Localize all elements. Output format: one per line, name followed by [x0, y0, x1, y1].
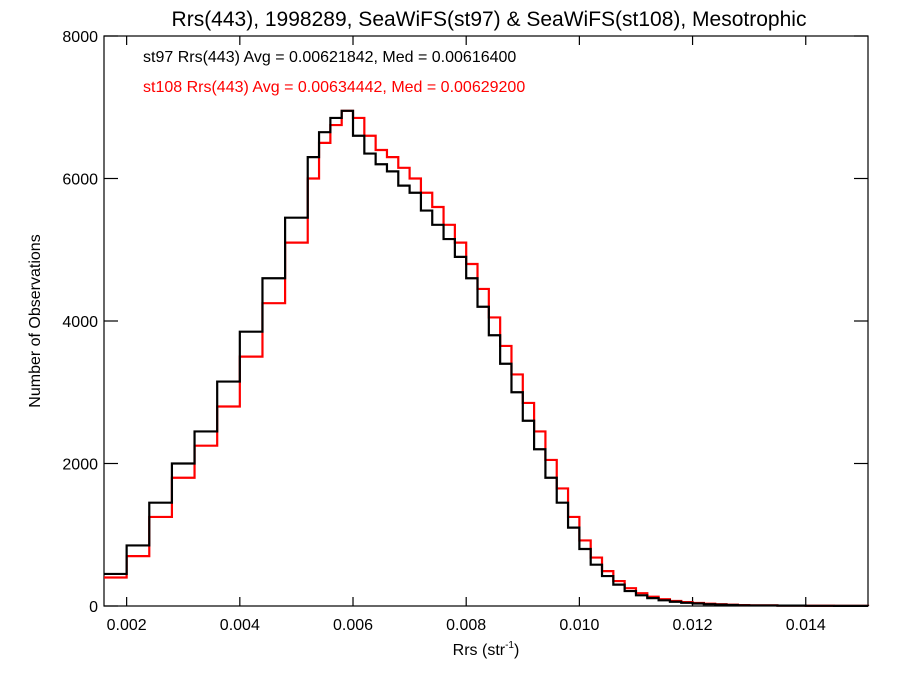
x-axis-label-end: ): [514, 642, 519, 659]
y-tick-label: 6000: [62, 172, 98, 189]
y-tick-label: 2000: [62, 457, 98, 474]
x-tick-label: 0.012: [673, 617, 713, 634]
x-axis-label-sup: -1: [505, 640, 514, 651]
y-tick-label: 0: [89, 599, 98, 616]
x-tick-label: 0.002: [107, 617, 147, 634]
x-axis-ticks: 0.002 0.004 0.006 0.008 0.010 0.012 0.014: [107, 36, 826, 634]
y-tick-label: 8000: [62, 29, 98, 46]
series-layer: [104, 109, 870, 607]
y-tick-label: 4000: [62, 314, 98, 331]
x-tick-label: 0.006: [333, 617, 373, 634]
x-tick-label: 0.004: [220, 617, 260, 634]
x-tick-label: 0.014: [786, 617, 826, 634]
y-axis-ticks: 0 2000 4000 6000 8000: [62, 29, 868, 616]
x-axis-label-main: Rrs (str: [453, 642, 506, 659]
x-axis-label: Rrs (str-1): [453, 640, 520, 659]
plot-area: 0.002 0.004 0.006 0.008 0.010 0.012 0.014 0 200…: [62, 29, 870, 634]
series-line-st97: [104, 109, 870, 607]
chart-title: Rrs(443), 1998289, SeaWiFS(st97) & SeaWi…: [172, 8, 807, 31]
series-line-st108: [104, 109, 870, 607]
plot-frame: [103, 35, 869, 607]
y-axis-label: Number of Observations: [27, 234, 44, 407]
legend-entry-st97: st97 Rrs(443) Avg = 0.00621842, Med = 0.…: [143, 49, 516, 66]
x-tick-label: 0.008: [446, 617, 486, 634]
x-tick-label: 0.010: [559, 617, 599, 634]
legend-entry-st108: st108 Rrs(443) Avg = 0.00634442, Med = 0…: [143, 79, 525, 96]
